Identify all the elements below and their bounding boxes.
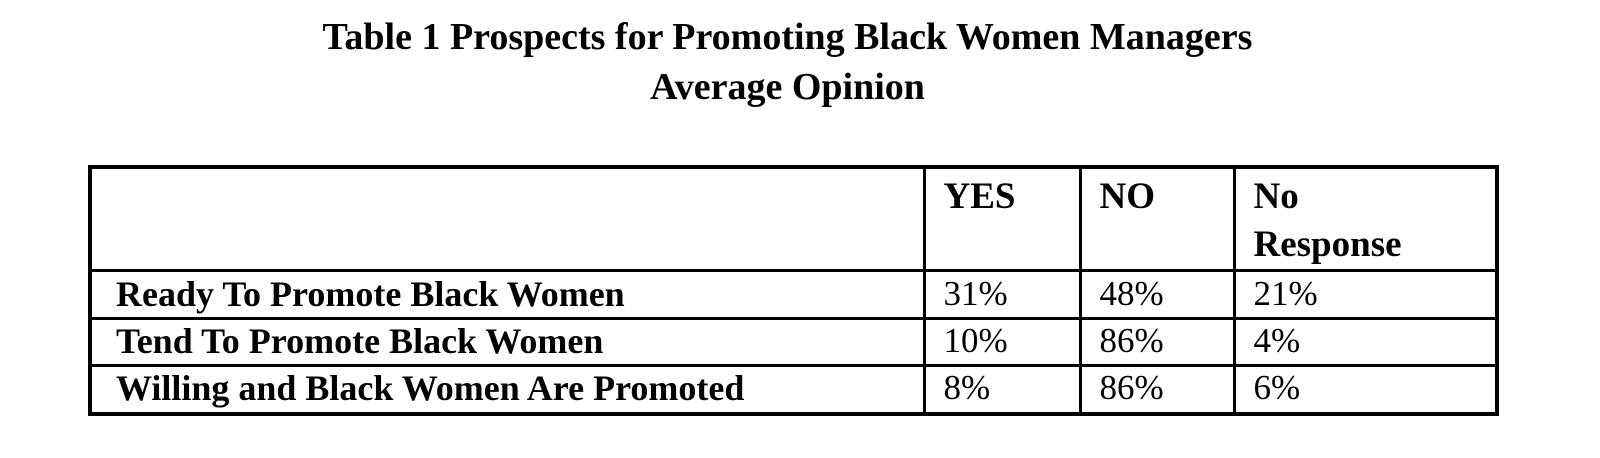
data-cell: 8% bbox=[922, 364, 1082, 415]
data-cell: 86% bbox=[1078, 317, 1236, 367]
data-cell: 86% bbox=[1078, 364, 1236, 415]
row-label: Willing and Black Women Are Promoted bbox=[88, 364, 926, 415]
data-cell: 6% bbox=[1232, 364, 1499, 415]
table-row: Ready To Promote Black Women 31% 48% 21% bbox=[88, 269, 1499, 320]
table-title: Table 1 Prospects for Promoting Black Wo… bbox=[0, 12, 1575, 112]
data-cell: 10% bbox=[922, 317, 1082, 367]
data-cell: 31% bbox=[922, 269, 1082, 320]
table-row: Willing and Black Women Are Promoted 8% … bbox=[88, 364, 1499, 415]
row-label: Ready To Promote Black Women bbox=[88, 269, 926, 320]
header-cell-empty bbox=[88, 165, 926, 272]
opinion-table: YES NO No Response Ready To Promote Blac… bbox=[88, 165, 1499, 416]
header-cell-yes: YES bbox=[922, 165, 1082, 272]
table-row: Tend To Promote Black Women 10% 86% 4% bbox=[88, 317, 1499, 367]
table-title-line1: Table 1 Prospects for Promoting Black Wo… bbox=[322, 16, 1253, 58]
table-title-line2: Average Opinion bbox=[650, 66, 925, 108]
data-cell: 21% bbox=[1232, 269, 1499, 320]
header-row: YES NO No Response bbox=[88, 165, 1499, 272]
column-header-label: YES bbox=[943, 176, 1016, 217]
data-cell: 48% bbox=[1078, 269, 1236, 320]
header-cell-no-response: No Response bbox=[1232, 165, 1499, 272]
column-header-label: No Response bbox=[1253, 176, 1402, 265]
data-cell: 4% bbox=[1232, 317, 1499, 367]
row-label: Tend To Promote Black Women bbox=[88, 317, 926, 367]
column-header-label: NO bbox=[1099, 176, 1156, 217]
header-cell-no: NO bbox=[1078, 165, 1236, 272]
